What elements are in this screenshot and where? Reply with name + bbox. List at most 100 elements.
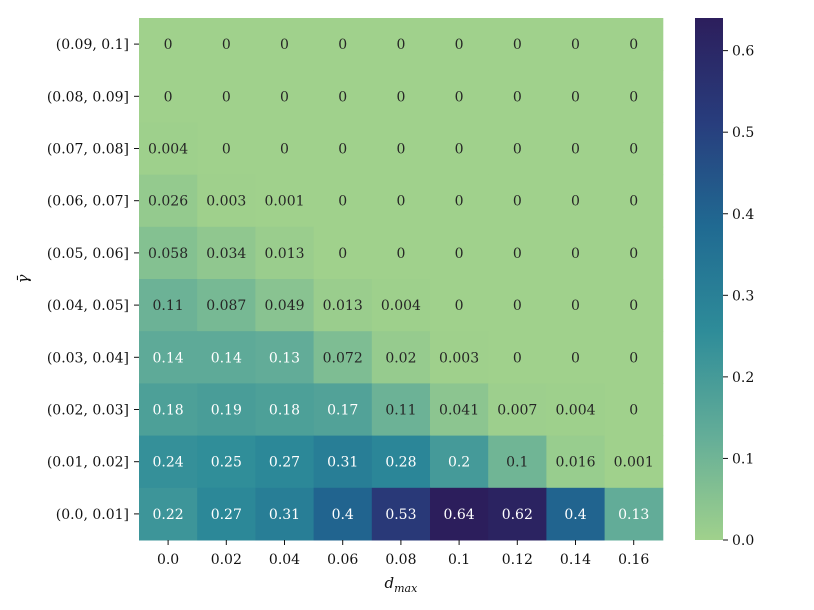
heatmap-cell <box>197 487 256 541</box>
colorbar-tick-label: 0.3 <box>732 288 754 304</box>
cell-value-label: 0.64 <box>444 507 475 523</box>
heatmap-cell <box>197 383 256 437</box>
heatmap-cell <box>313 122 373 176</box>
cell-value-label: 0.087 <box>206 298 246 314</box>
cell-value-label: 0.001 <box>614 455 654 471</box>
heatmap-cell <box>546 487 606 541</box>
colorbar-tick-label: 0.0 <box>732 533 754 549</box>
cell-value-label: 0.28 <box>385 455 416 471</box>
cell-value-label: 0 <box>571 194 580 210</box>
heatmap-cell <box>604 331 664 384</box>
heatmap-cell <box>139 226 198 280</box>
cell-value-label: 0.53 <box>385 507 416 523</box>
heatmap-cell <box>197 122 256 176</box>
heatmap-cell <box>488 226 547 280</box>
cell-value-label: 0 <box>513 89 522 105</box>
cell-value-label: 0.4 <box>564 507 586 523</box>
cell-value-label: 0 <box>222 142 231 158</box>
cell-value-label: 0 <box>571 37 580 53</box>
heatmap-cell <box>139 331 198 384</box>
cell-value-label: 0 <box>164 37 173 53</box>
cell-value-label: 0.003 <box>439 350 479 366</box>
heatmap-cell <box>546 279 606 332</box>
cell-value-label: 0 <box>396 89 405 105</box>
x-axis-label-sub: max <box>394 582 418 595</box>
cell-value-label: 0.19 <box>211 403 242 419</box>
heatmap-cell <box>139 122 198 176</box>
heatmap-cell <box>139 487 198 541</box>
x-tick-label: 0.14 <box>560 552 591 568</box>
heatmap-cell <box>430 122 489 176</box>
heatmap-cell <box>313 70 373 123</box>
heatmap-cell <box>255 18 315 71</box>
cell-value-label: 0 <box>513 246 522 262</box>
cell-value-label: 0 <box>280 37 289 53</box>
cell-value-label: 0.31 <box>269 507 300 523</box>
heatmap-cell <box>488 70 547 123</box>
heatmap-cell <box>604 435 664 489</box>
cell-value-label: 0 <box>222 37 231 53</box>
y-tick-label: (0.03, 0.04] <box>47 350 129 366</box>
colorbar-tick-label: 0.4 <box>732 207 754 223</box>
cell-value-label: 0 <box>396 37 405 53</box>
cell-value-label: 0.016 <box>555 455 595 471</box>
cell-value-label: 0 <box>396 246 405 262</box>
heatmap-cell <box>197 279 256 332</box>
heatmap-cell <box>139 70 198 123</box>
heatmap-cell <box>255 70 315 123</box>
heatmap-cell <box>255 226 315 280</box>
heatmap-cell <box>430 174 489 228</box>
heatmap-cell <box>139 279 198 332</box>
cell-value-label: 0 <box>164 89 173 105</box>
cell-value-label: 0.004 <box>381 298 421 314</box>
cell-value-label: 0 <box>338 37 347 53</box>
cell-value-label: 0.1 <box>506 455 528 471</box>
cell-value-label: 0.003 <box>206 194 246 210</box>
heatmap-cell <box>371 174 431 228</box>
cell-value-label: 0.072 <box>323 350 363 366</box>
heatmap-cell <box>255 383 315 437</box>
heatmap-cell <box>371 279 431 332</box>
cell-value-label: 0.2 <box>448 455 470 471</box>
heatmap-cell <box>197 70 256 123</box>
cell-value-label: 0 <box>513 350 522 366</box>
heatmap-cell <box>255 279 315 332</box>
cell-value-label: 0 <box>455 37 464 53</box>
x-tick-label: 0.12 <box>502 552 533 568</box>
heatmap-cell <box>488 18 547 71</box>
heatmap-cell <box>197 174 256 228</box>
cell-value-label: 0.02 <box>385 350 416 366</box>
x-tick-label: 0.06 <box>327 552 358 568</box>
cell-value-label: 0.13 <box>269 350 300 366</box>
y-tick-label: (0.02, 0.03] <box>47 403 129 419</box>
y-tick-label: (0.08, 0.09] <box>47 89 129 105</box>
heatmap-cell <box>313 18 373 71</box>
y-axis: (0.09, 0.1] (0.08, 0.09] (0.07, 0.08] (0.06… <box>47 37 139 523</box>
cell-value-label: 0.25 <box>211 455 242 471</box>
cell-value-label: 0.058 <box>148 246 188 262</box>
cell-value-label: 0.17 <box>327 403 358 419</box>
y-tick-label: (0.06, 0.07] <box>47 194 129 210</box>
cell-value-label: 0.004 <box>148 142 188 158</box>
cell-value-label: 0 <box>396 194 405 210</box>
cell-value-label: 0 <box>338 246 347 262</box>
cell-value-label: 0 <box>629 403 638 419</box>
heatmap-cell <box>255 174 315 228</box>
heatmap-cell <box>604 18 664 71</box>
heatmap-cells <box>139 18 664 541</box>
cell-value-label: 0.013 <box>323 298 363 314</box>
cell-value-label: 0 <box>338 89 347 105</box>
heatmap-cell <box>430 18 489 71</box>
heatmap-cell <box>197 226 256 280</box>
y-tick-label: (0.01, 0.02] <box>47 455 129 471</box>
cell-value-label: 0 <box>571 298 580 314</box>
cell-value-label: 0 <box>396 142 405 158</box>
heatmap-cell <box>488 383 547 437</box>
cell-value-label: 0.001 <box>264 194 304 210</box>
cell-value-label: 0 <box>571 246 580 262</box>
x-axis-label-main: d <box>384 574 394 592</box>
colorbar-gradient <box>695 18 723 540</box>
colorbar: 0.0 0.1 0.2 0.3 0.4 0.5 0.6 <box>695 18 754 549</box>
cell-value-label: 0 <box>513 37 522 53</box>
cell-value-label: 0.31 <box>327 455 358 471</box>
